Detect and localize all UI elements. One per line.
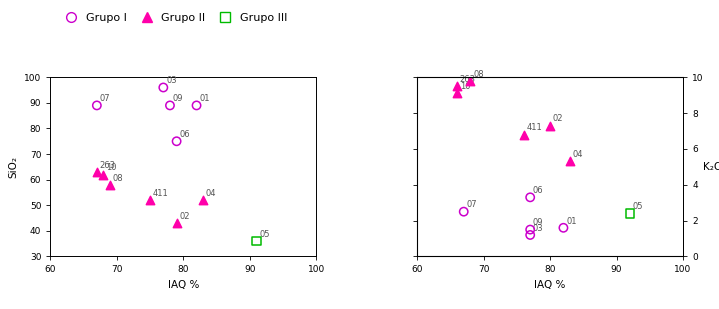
Point (104, 182, 116, 187)
Text: 411: 411 (153, 189, 168, 198)
Point (91, 103, 103, 108)
Text: 411: 411 (526, 123, 542, 133)
Point (524, 232, 536, 237)
Y-axis label: K₂C: K₂C (702, 162, 719, 172)
Point (191, 103, 202, 108)
Point (544, 123, 556, 128)
Legend: Grupo I, Grupo II, Grupo III: Grupo I, Grupo II, Grupo III (56, 9, 292, 28)
Text: 08: 08 (113, 174, 124, 183)
Point (164, 103, 175, 108)
Text: 09: 09 (173, 94, 183, 103)
Text: 263: 263 (100, 161, 116, 170)
Y-axis label: SiO₂: SiO₂ (9, 156, 19, 178)
Point (452, 84, 463, 89)
Text: 02: 02 (553, 114, 564, 124)
Point (452, 91, 463, 96)
Point (558, 225, 569, 230)
Text: 08: 08 (473, 70, 484, 79)
Text: 04: 04 (573, 150, 583, 159)
Point (458, 209, 470, 214)
Point (518, 132, 529, 137)
Point (524, 195, 536, 200)
Point (251, 239, 262, 243)
Point (98, 172, 109, 177)
Point (145, 198, 156, 203)
Point (198, 198, 209, 203)
Point (624, 211, 636, 216)
Text: 263: 263 (460, 75, 476, 84)
Text: 10: 10 (460, 82, 470, 91)
X-axis label: IAQ %: IAQ % (168, 280, 199, 290)
Text: 03: 03 (533, 224, 544, 233)
Text: 07: 07 (100, 94, 110, 103)
Point (171, 139, 183, 144)
X-axis label: IAQ %: IAQ % (534, 280, 566, 290)
Text: 09: 09 (533, 218, 544, 227)
Text: 01: 01 (566, 217, 577, 226)
Point (464, 78, 476, 83)
Text: 07: 07 (467, 201, 477, 210)
Point (91, 170, 103, 175)
Point (171, 221, 183, 226)
Text: 06: 06 (179, 130, 190, 139)
Point (564, 159, 576, 164)
Text: 05: 05 (259, 230, 270, 239)
Point (157, 85, 169, 90)
Text: 05: 05 (633, 202, 644, 211)
Text: 10: 10 (106, 163, 116, 172)
Text: 03: 03 (166, 76, 177, 85)
Text: 06: 06 (533, 186, 544, 195)
Text: 02: 02 (179, 212, 190, 221)
Point (524, 227, 536, 232)
Text: 04: 04 (206, 189, 216, 198)
Text: 01: 01 (199, 94, 210, 103)
